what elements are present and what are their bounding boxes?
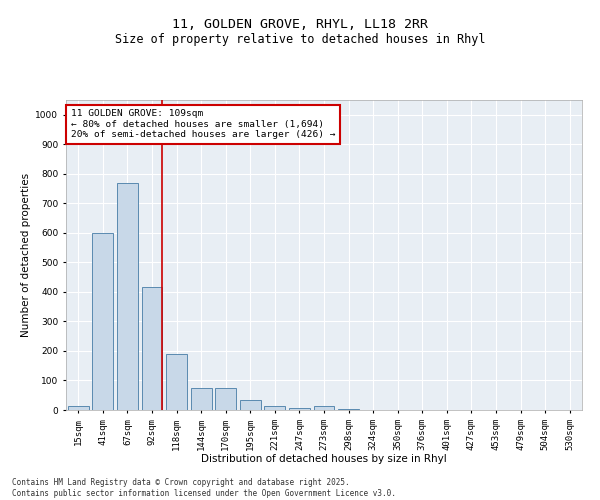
Y-axis label: Number of detached properties: Number of detached properties	[21, 173, 31, 337]
Text: 11 GOLDEN GROVE: 109sqm
← 80% of detached houses are smaller (1,694)
20% of semi: 11 GOLDEN GROVE: 109sqm ← 80% of detache…	[71, 110, 335, 139]
Bar	[265, 406, 286, 410]
Bar	[338, 408, 359, 410]
Bar	[166, 354, 187, 410]
Text: Size of property relative to detached houses in Rhyl: Size of property relative to detached ho…	[115, 32, 485, 46]
X-axis label: Distribution of detached houses by size in Rhyl: Distribution of detached houses by size …	[201, 454, 447, 464]
Text: 11, GOLDEN GROVE, RHYL, LL18 2RR: 11, GOLDEN GROVE, RHYL, LL18 2RR	[172, 18, 428, 30]
Bar	[142, 288, 163, 410]
Bar	[314, 406, 334, 410]
Bar	[240, 400, 261, 410]
Bar	[215, 388, 236, 410]
Bar	[289, 408, 310, 410]
Bar	[68, 406, 89, 410]
Text: Contains HM Land Registry data © Crown copyright and database right 2025.
Contai: Contains HM Land Registry data © Crown c…	[12, 478, 396, 498]
Bar	[191, 388, 212, 410]
Bar	[117, 182, 138, 410]
Bar	[92, 233, 113, 410]
